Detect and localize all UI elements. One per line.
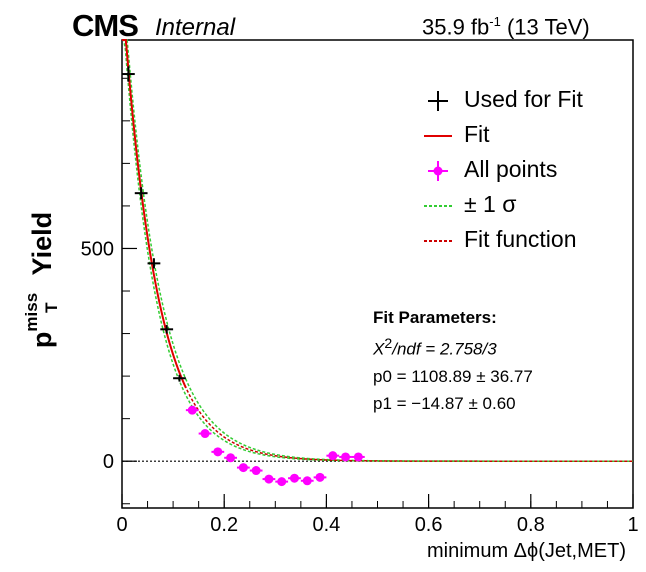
used-for-fit-point (173, 374, 186, 382)
fit-curve (122, 39, 187, 389)
all-points-point (236, 463, 250, 473)
all-points-point (313, 472, 327, 482)
legend-used-label: Used for Fit (464, 86, 583, 112)
all-points-point-marker (353, 452, 363, 462)
y-axis-label: pmissT Yield (22, 211, 62, 349)
legend-all-marker (428, 161, 448, 181)
all-points-point-marker (238, 463, 248, 473)
x-axis-label: minimum Δϕ(Jet,MET) (426, 540, 626, 562)
fit-p1: p1 = −14.87 ± 0.60 (373, 393, 516, 413)
legend-sigma-label: ± 1 σ (464, 191, 517, 217)
all-points-point (211, 447, 225, 457)
experiment-label: CMS (72, 8, 139, 43)
all-points-point-marker (187, 405, 197, 415)
fit-chi2-symbol: X (373, 339, 385, 359)
fit-chi2-exponent: 2 (384, 336, 393, 352)
x-tick-label: 0.2 (210, 514, 238, 536)
legend-all-label: All points (464, 156, 558, 182)
all-points-point-marker (341, 452, 351, 462)
used-for-fit-point (147, 258, 161, 269)
all-points-point-marker (213, 447, 223, 457)
all-points-point (326, 451, 340, 461)
status-label: Internal (155, 14, 236, 41)
all-points-point (224, 453, 237, 463)
all-points-point-marker (251, 466, 261, 476)
y-tick-label: 500 (81, 238, 114, 260)
legend-fitfunc-marker (424, 240, 452, 242)
all-points-point (185, 405, 199, 415)
data-points (122, 66, 365, 487)
all-points-point-marker (302, 476, 312, 486)
all-points-point-marker (277, 477, 287, 487)
used-for-fit-point (134, 187, 148, 200)
used-for-fit-point (122, 66, 135, 82)
legend-sigma-marker (424, 205, 452, 207)
lumi-value: 35.9 fb (422, 14, 490, 40)
fit-parameters-box: Fit Parameters: X2/ndf = 2.758/3 p0 = 11… (373, 304, 533, 417)
all-points-point-marker (315, 472, 325, 482)
all-points-point (351, 452, 365, 462)
energy-label: (13 TeV) (506, 14, 590, 40)
legend-fit-marker (424, 135, 452, 137)
all-points-point-marker (226, 453, 236, 463)
all-points-point (198, 429, 212, 439)
x-tick-label: 0 (116, 514, 127, 536)
all-points-point (339, 452, 352, 462)
sigma-lower-curve (122, 39, 633, 462)
y-axis-label-sup: miss (21, 292, 41, 332)
all-points-point (262, 474, 276, 484)
fit-curves (122, 39, 633, 462)
lumi-label: 35.9 fb-1 (13 TeV) (422, 14, 590, 40)
fit-p0: p0 = 1108.89 ± 36.77 (373, 366, 533, 386)
y-tick-label: 0 (103, 451, 114, 473)
y-axis-label-rest: Yield (26, 211, 57, 283)
all-points-point-marker (200, 429, 210, 439)
lumi-exponent: -1 (489, 14, 501, 29)
x-tick-label: 1 (627, 514, 638, 536)
axis-ticks: 0 0.2 0.4 0.6 0.8 1 0 500 (81, 77, 639, 536)
fit-parameters-title: Fit Parameters: (373, 308, 497, 327)
all-points-point (288, 473, 301, 483)
fit-chi2: X2/ndf = 2.758/3 (373, 331, 533, 363)
x-tick-label: 0.6 (415, 514, 443, 536)
x-tick-label: 0.4 (312, 514, 340, 536)
legend-fit-label: Fit (464, 121, 490, 147)
y-axis-label-sub: T (42, 302, 62, 313)
y-axis-label-p: p (26, 331, 57, 349)
all-points-point (275, 477, 289, 487)
all-points-point-marker (289, 473, 299, 483)
legend-fitfunc-label: Fit function (464, 226, 577, 252)
all-points-point-marker (328, 451, 338, 461)
all-points-point (300, 476, 314, 486)
all-points-point (249, 466, 263, 476)
all-points-point-marker (264, 474, 274, 484)
fit-chi2-value: /ndf = 2.758/3 (392, 339, 497, 359)
x-tick-label: 0.8 (517, 514, 545, 536)
legend-used-marker (428, 91, 448, 111)
used-for-fit-point (160, 325, 174, 334)
fit-function-curve (122, 39, 633, 462)
